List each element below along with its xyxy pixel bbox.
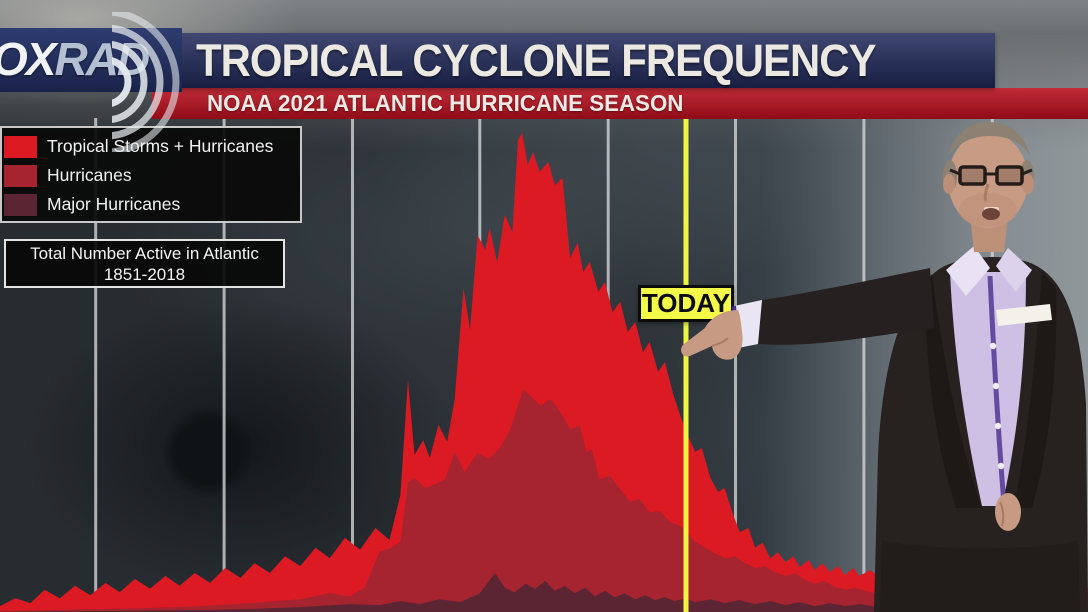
gridline	[862, 118, 866, 612]
area-series-3	[0, 573, 1088, 612]
weather-presenter	[681, 122, 1088, 612]
source-note-line1: Total Number Active in Atlantic	[30, 243, 259, 263]
today-line	[683, 118, 689, 612]
legend-swatch	[4, 135, 37, 158]
gridline	[734, 118, 737, 612]
gridline	[351, 118, 354, 612]
gridline	[94, 118, 98, 612]
gridline	[222, 118, 226, 612]
today-label-text: TODAY	[641, 288, 731, 318]
area-series-1	[0, 132, 1088, 612]
legend-label: Tropical Storms + Hurricanes	[47, 136, 274, 156]
glasses-icon	[949, 165, 1033, 186]
legend-swatch	[4, 164, 37, 187]
legend-label: Major Hurricanes	[47, 194, 181, 214]
logo-part-ox: OX	[0, 33, 56, 85]
legend-swatch	[4, 193, 37, 216]
chart-legend: Tropical Storms + Hurricanes Hurricanes Ma…	[0, 126, 302, 223]
chart-subtitle: NOAA 2021 ATLANTIC HURRICANE SEASON	[207, 90, 684, 116]
legend-item-3: Major Hurricanes	[2, 190, 300, 219]
foxrad-logo: OXRAD	[0, 12, 182, 152]
subtitle-banner: NOAA 2021 ATLANTIC HURRICANE SEASON	[152, 88, 1088, 119]
legend-item-2: Hurricanes	[2, 161, 300, 190]
area-series-2	[0, 389, 1088, 612]
source-note-line2: 1851-2018	[103, 264, 186, 284]
radar-arcs-icon	[112, 12, 180, 152]
source-note-box: Total Number Active in Atlantic 1851-201…	[4, 239, 285, 288]
legend-label: Hurricanes	[47, 165, 132, 185]
legend-item-1: Tropical Storms + Hurricanes	[2, 132, 300, 161]
chart-title: TROPICAL CYCLONE FREQUENCY	[196, 35, 876, 86]
